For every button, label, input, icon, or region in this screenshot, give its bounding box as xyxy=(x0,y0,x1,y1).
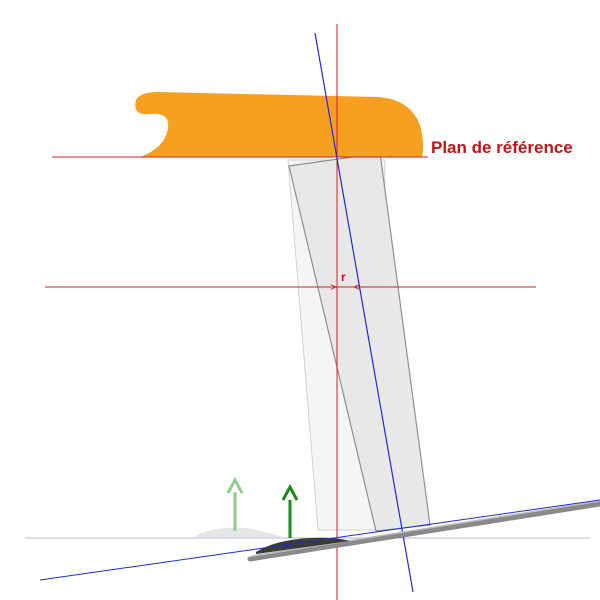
faded-contact-shadow xyxy=(195,527,285,538)
tilted-ground-highlight xyxy=(251,500,600,557)
tilted-ground xyxy=(247,501,600,562)
faded-force-arrow-icon xyxy=(226,476,244,531)
contact-patch xyxy=(256,537,350,554)
body-shape xyxy=(135,92,424,157)
ground-blue-line xyxy=(39,499,600,581)
force-arrow-icon xyxy=(281,483,299,538)
reference-plane-label: Plan de référence xyxy=(431,138,573,157)
offset-label: r xyxy=(341,270,346,284)
steering-axis-line xyxy=(314,32,414,593)
